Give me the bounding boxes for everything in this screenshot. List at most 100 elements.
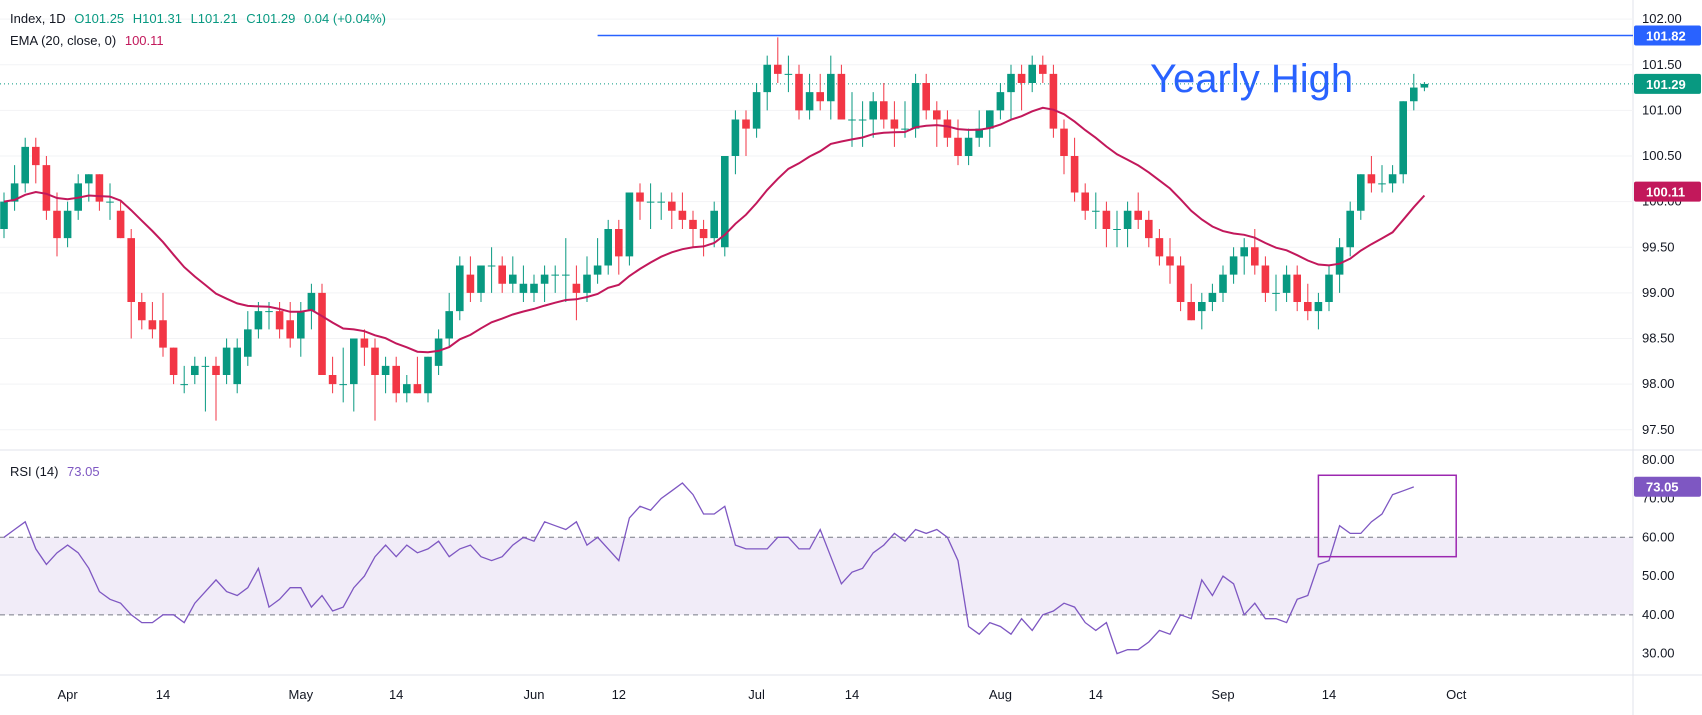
candle-down xyxy=(53,210,61,239)
candle-down xyxy=(922,83,930,111)
candle-up xyxy=(869,101,877,120)
candle-up xyxy=(784,73,793,75)
candle-up xyxy=(964,137,973,156)
candle-up xyxy=(307,292,316,312)
candle-up xyxy=(191,365,199,375)
candle-down xyxy=(286,320,294,339)
candle-down xyxy=(116,210,125,239)
candle-up xyxy=(1198,302,1206,312)
candle-down xyxy=(127,238,135,302)
candle-up xyxy=(848,119,856,121)
rsi-value-tag: 73.05 xyxy=(1646,480,1679,495)
candle-up xyxy=(975,128,983,138)
candle-up xyxy=(424,356,432,394)
candle-up xyxy=(710,210,718,239)
candle-down xyxy=(1049,73,1058,129)
candle-up xyxy=(434,338,443,366)
candle-down xyxy=(328,375,337,385)
legend-high: H101.31 xyxy=(132,11,182,26)
date-tick-label: 14 xyxy=(1089,687,1103,702)
candle-up xyxy=(1219,274,1227,293)
candle-up xyxy=(986,110,994,129)
candle-up xyxy=(403,384,411,394)
candle-up xyxy=(10,183,19,202)
candle-up xyxy=(1240,247,1248,257)
candle-up xyxy=(509,274,517,284)
candle-up xyxy=(519,283,528,293)
rsi-value-tag-bg xyxy=(1634,476,1701,497)
candle-down xyxy=(32,146,40,166)
legend-ema: EMA (20, close, 0) 100.11 xyxy=(10,33,169,48)
date-tick-label: Oct xyxy=(1446,687,1467,702)
candle-up xyxy=(1420,83,1429,88)
candle-up xyxy=(254,311,263,330)
current-price-tag: 101.29 xyxy=(1646,77,1686,92)
candle-down xyxy=(837,73,846,120)
rsi-tick-label: 80.00 xyxy=(1642,452,1675,467)
date-tick-label: 14 xyxy=(1322,687,1336,702)
candle-up xyxy=(858,119,867,121)
price-tick-label: 99.50 xyxy=(1642,239,1675,254)
candle-up xyxy=(625,192,634,257)
candle-down xyxy=(933,110,941,120)
legend-ohlc: Index, 1D O101.25 H101.31 L101.21 C101.2… xyxy=(10,11,391,26)
legend-rsi: RSI (14) 73.05 xyxy=(10,464,105,479)
rsi-highlight-box xyxy=(1317,474,1457,558)
candle-down xyxy=(1176,265,1185,302)
candle-up xyxy=(763,64,771,93)
candle-down xyxy=(689,219,697,229)
candle-up xyxy=(265,311,273,313)
candle-down xyxy=(1060,128,1068,156)
date-tick-label: Jul xyxy=(748,687,765,702)
price-tick-label: 98.00 xyxy=(1642,376,1675,391)
price-tick-label: 98.50 xyxy=(1642,331,1675,346)
candle-down xyxy=(42,165,51,211)
ema-line xyxy=(3,106,1426,354)
date-tick-label: May xyxy=(289,687,314,702)
rsi-line xyxy=(3,482,1415,655)
candle-up xyxy=(1007,73,1015,93)
candle-up xyxy=(657,201,665,203)
candle-up xyxy=(21,146,29,184)
date-tick-label: 14 xyxy=(845,687,859,702)
candle-up xyxy=(222,347,231,375)
candle-down xyxy=(742,119,750,129)
legend-close: C101.29 xyxy=(246,11,296,26)
candle-down xyxy=(615,229,623,257)
legend-ema-value: 100.11 xyxy=(124,33,164,48)
candle-up xyxy=(646,201,655,203)
date-tick-label: 12 xyxy=(612,687,626,702)
candle-up xyxy=(1325,274,1333,302)
candle-down xyxy=(943,119,952,138)
rsi-tick-label: 40.00 xyxy=(1642,607,1675,622)
candle-down xyxy=(1293,274,1301,302)
candle-down xyxy=(816,92,824,102)
price-tick-label: 97.50 xyxy=(1642,422,1675,437)
candle-up xyxy=(297,311,305,339)
candle-up xyxy=(1346,210,1354,248)
rsi-tick-label: 30.00 xyxy=(1642,646,1675,661)
candle-up xyxy=(381,365,390,375)
candle-up xyxy=(85,174,93,184)
date-tick-label: Aug xyxy=(989,687,1012,702)
candle-up xyxy=(540,274,549,284)
candle-down xyxy=(774,64,782,74)
candle-down xyxy=(1134,210,1142,220)
legend-rsi-value: 73.05 xyxy=(67,464,100,479)
candle-down xyxy=(890,119,899,129)
price-tick-label: 101.50 xyxy=(1642,57,1682,72)
candle-up xyxy=(731,119,740,156)
candle-down xyxy=(466,274,475,293)
candle-up xyxy=(0,201,8,229)
candle-down xyxy=(159,320,167,348)
price-tick-label: 101.00 xyxy=(1642,102,1682,117)
candle-up xyxy=(996,92,1005,111)
candle-up xyxy=(1208,292,1217,302)
candle-up xyxy=(1113,229,1121,230)
candle-down xyxy=(1081,192,1089,211)
candle-up xyxy=(827,73,835,102)
legend-change: 0.04 (+0.04%) xyxy=(303,11,386,26)
candle-down xyxy=(169,347,178,375)
candle-down xyxy=(699,229,708,239)
